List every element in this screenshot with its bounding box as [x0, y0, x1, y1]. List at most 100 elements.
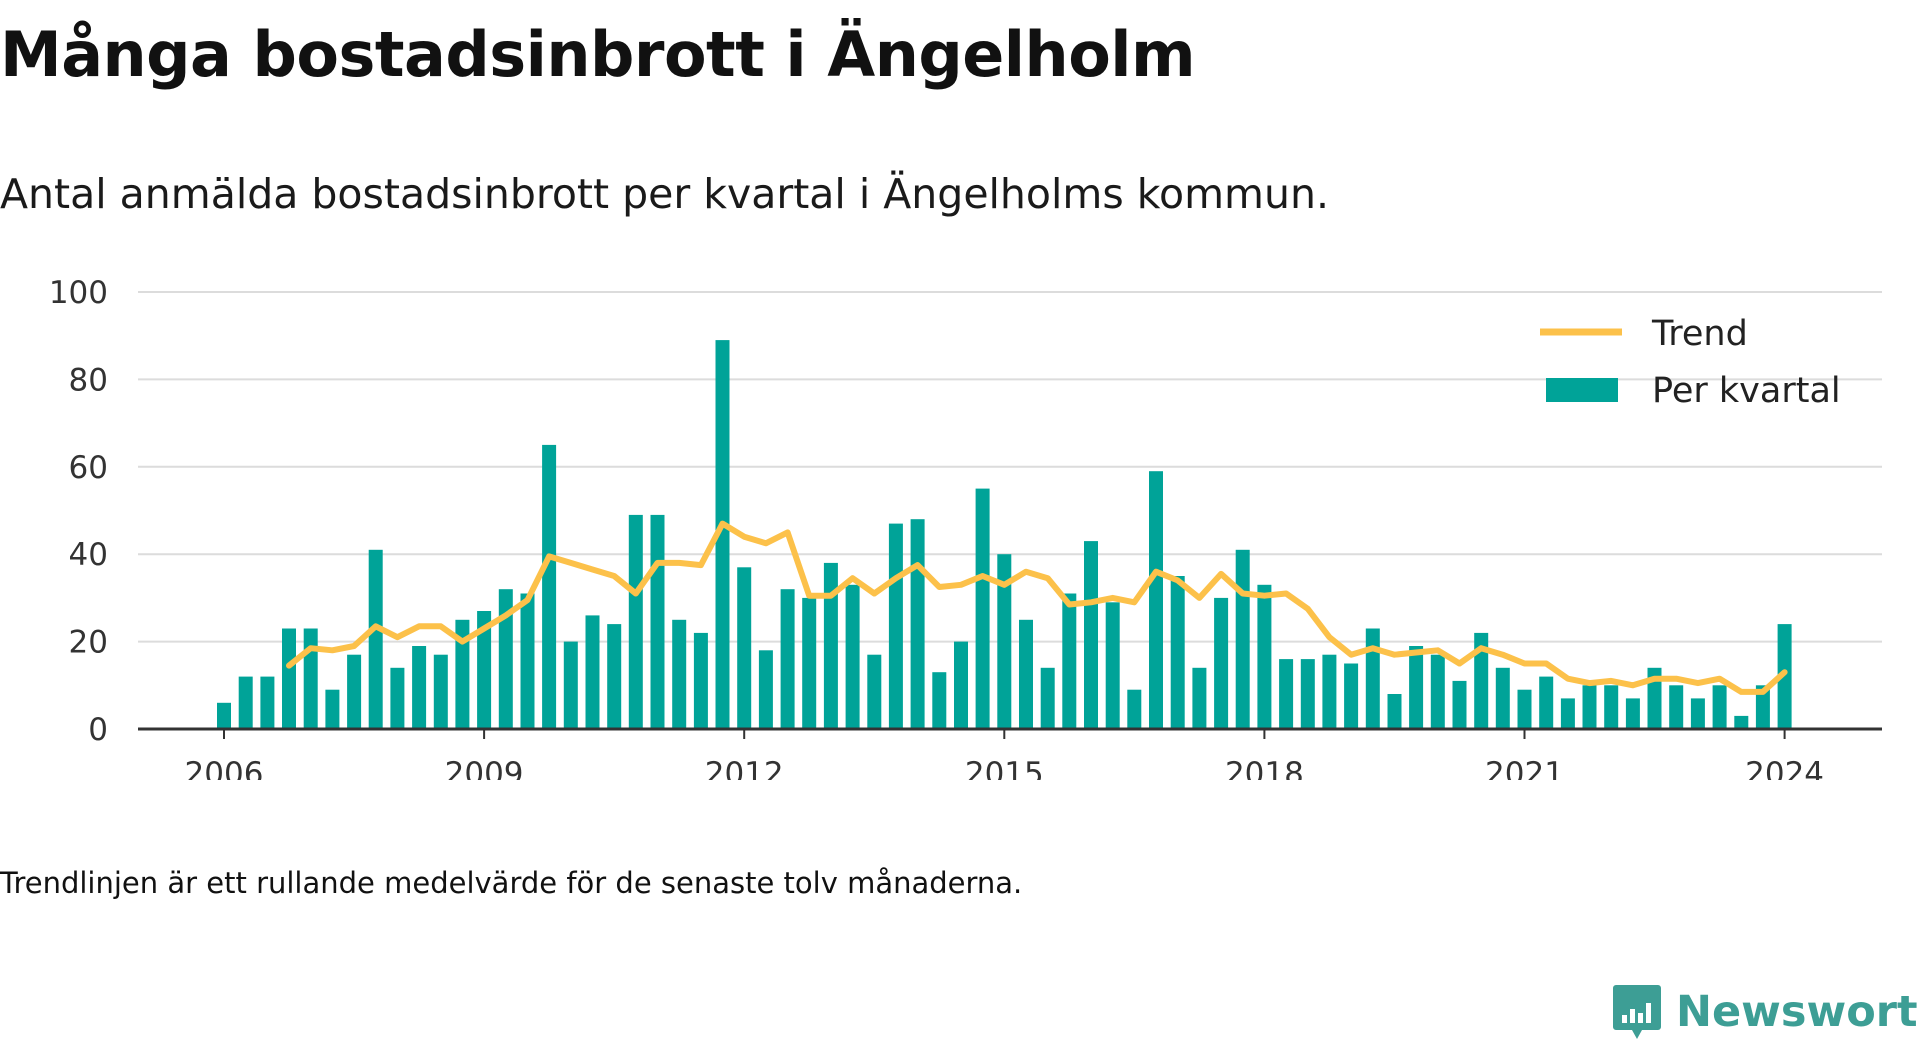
bar [1084, 541, 1098, 729]
y-tick-label: 60 [69, 450, 108, 486]
legend: Trend Per kvartal [1540, 314, 1841, 411]
bar [954, 641, 968, 729]
bar [1235, 549, 1250, 729]
bar [585, 615, 600, 729]
x-tick-label: 2021 [1485, 756, 1564, 780]
bar-line-chart: 0 20 40 60 80 100 2006 2009 2012 2015 2018 2021 202… [49, 275, 1882, 780]
bar [845, 584, 860, 729]
bar [802, 597, 817, 729]
bar [1474, 632, 1489, 729]
trend-line [286, 520, 1788, 695]
x-tick-label: 2012 [705, 756, 784, 780]
bar [412, 646, 427, 729]
bar [867, 654, 882, 729]
bar [498, 589, 513, 729]
bar [477, 611, 492, 729]
bar [1019, 619, 1033, 730]
bar [932, 672, 947, 729]
brand-name: Newsworthy [1676, 987, 1920, 1037]
bar [303, 628, 318, 729]
bar [1365, 628, 1380, 729]
bar [390, 667, 405, 729]
bar [888, 523, 903, 729]
bar [1387, 694, 1402, 729]
bar [1214, 597, 1229, 729]
bar [217, 702, 231, 729]
bar [975, 488, 990, 729]
bar [1040, 667, 1055, 729]
trend-polyline [286, 520, 1788, 695]
x-tick-label: 2009 [445, 756, 524, 780]
bar [238, 676, 253, 729]
bar [823, 562, 838, 729]
y-tick-label: 100 [49, 275, 108, 311]
bar [347, 654, 362, 729]
bar [325, 689, 340, 729]
bar [1062, 593, 1077, 729]
bar [910, 519, 925, 729]
x-tick-label: 2006 [185, 756, 264, 780]
y-tick-label: 0 [88, 712, 108, 748]
bar [1322, 654, 1337, 729]
x-axis: 2006 2009 2012 2015 2018 2021 2024 [138, 727, 1882, 780]
chart-subtitle: Antal anmälda bostadsinbrott per kvartal… [0, 170, 1329, 218]
legend-bars-swatch [1546, 378, 1618, 402]
bar [607, 624, 622, 729]
bar [1279, 659, 1294, 729]
newsworthy-brand[interactable]: Newsworthy [1612, 983, 1920, 1041]
bar [1127, 689, 1142, 729]
y-tick-label: 20 [69, 625, 108, 661]
bar [650, 514, 665, 729]
bar [1170, 576, 1185, 729]
bar [1690, 698, 1705, 729]
footnote: Trendlinjen är ett rullande medelvärde f… [0, 866, 1023, 900]
y-tick-label: 80 [69, 362, 108, 398]
bar [715, 340, 730, 729]
bar [1625, 698, 1640, 729]
legend-trend-label: Trend [1651, 314, 1748, 354]
bar [997, 554, 1012, 729]
newsworthy-logo-icon [1613, 985, 1661, 1039]
bar [1734, 715, 1749, 729]
bar [1192, 667, 1207, 729]
bar [1647, 667, 1662, 729]
x-tick-label: 2024 [1745, 756, 1824, 780]
bar [1430, 654, 1445, 729]
bar [1604, 685, 1619, 729]
bar [737, 567, 752, 729]
bar [520, 593, 535, 729]
x-tick-label: 2015 [965, 756, 1044, 780]
bar [368, 549, 383, 729]
bar [1669, 685, 1684, 729]
bar [1712, 685, 1727, 729]
y-tick-label: 40 [69, 537, 108, 573]
bar [672, 619, 687, 730]
bar [1149, 471, 1163, 729]
bar [1560, 698, 1575, 729]
bar [563, 641, 578, 729]
bar [1777, 624, 1792, 729]
bar [758, 650, 773, 729]
chart-title: Många bostadsinbrott i Ängelholm [0, 18, 1196, 91]
bar [1257, 584, 1272, 729]
bar [780, 589, 795, 729]
x-tick-label: 2018 [1225, 756, 1304, 780]
bar [1344, 663, 1359, 729]
bar [542, 444, 557, 729]
legend-bars-label: Per kvartal [1652, 371, 1841, 411]
bars-per-kvartal [217, 340, 1792, 730]
bar [455, 619, 470, 730]
bar [282, 628, 296, 729]
bar [433, 654, 448, 729]
bar [1495, 667, 1510, 729]
bar [1409, 646, 1424, 729]
bar [1517, 689, 1532, 729]
bar [1755, 685, 1770, 729]
bar [260, 676, 275, 729]
bar [1539, 676, 1554, 729]
bar [693, 632, 708, 729]
bar [1300, 659, 1315, 729]
bar [1452, 680, 1467, 729]
bar [1105, 602, 1120, 729]
bar [1582, 685, 1597, 729]
